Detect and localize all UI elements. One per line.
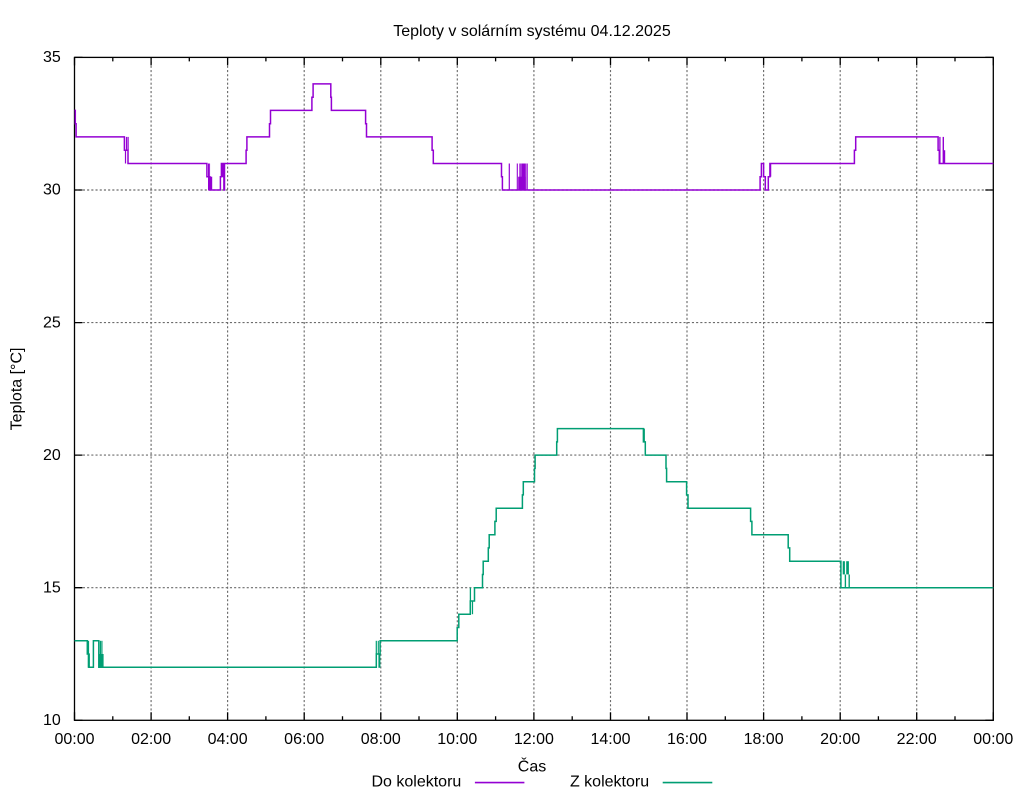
svg-text:10:00: 10:00 — [437, 731, 477, 748]
svg-text:20: 20 — [43, 447, 61, 464]
svg-text:Teplota [°C]: Teplota [°C] — [8, 348, 25, 431]
svg-text:Čas: Čas — [518, 757, 546, 776]
svg-text:04:00: 04:00 — [208, 731, 248, 748]
svg-text:35: 35 — [43, 49, 61, 66]
svg-text:00:00: 00:00 — [54, 731, 94, 748]
svg-text:08:00: 08:00 — [361, 731, 401, 748]
svg-text:16:00: 16:00 — [667, 731, 707, 748]
svg-text:30: 30 — [43, 182, 61, 199]
svg-text:10: 10 — [43, 712, 61, 729]
svg-text:20:00: 20:00 — [820, 731, 860, 748]
svg-text:Do kolektoru: Do kolektoru — [371, 774, 461, 791]
svg-text:12:00: 12:00 — [514, 731, 554, 748]
svg-text:18:00: 18:00 — [744, 731, 784, 748]
svg-text:25: 25 — [43, 314, 61, 331]
svg-text:Teploty v solárním systému 04.: Teploty v solárním systému 04.12.2025 — [393, 23, 671, 40]
svg-text:Z kolektoru: Z kolektoru — [570, 774, 649, 791]
svg-text:02:00: 02:00 — [131, 731, 171, 748]
svg-text:22:00: 22:00 — [897, 731, 937, 748]
svg-text:00:00: 00:00 — [973, 731, 1013, 748]
svg-text:06:00: 06:00 — [284, 731, 324, 748]
svg-text:14:00: 14:00 — [590, 731, 630, 748]
svg-text:15: 15 — [43, 579, 61, 596]
